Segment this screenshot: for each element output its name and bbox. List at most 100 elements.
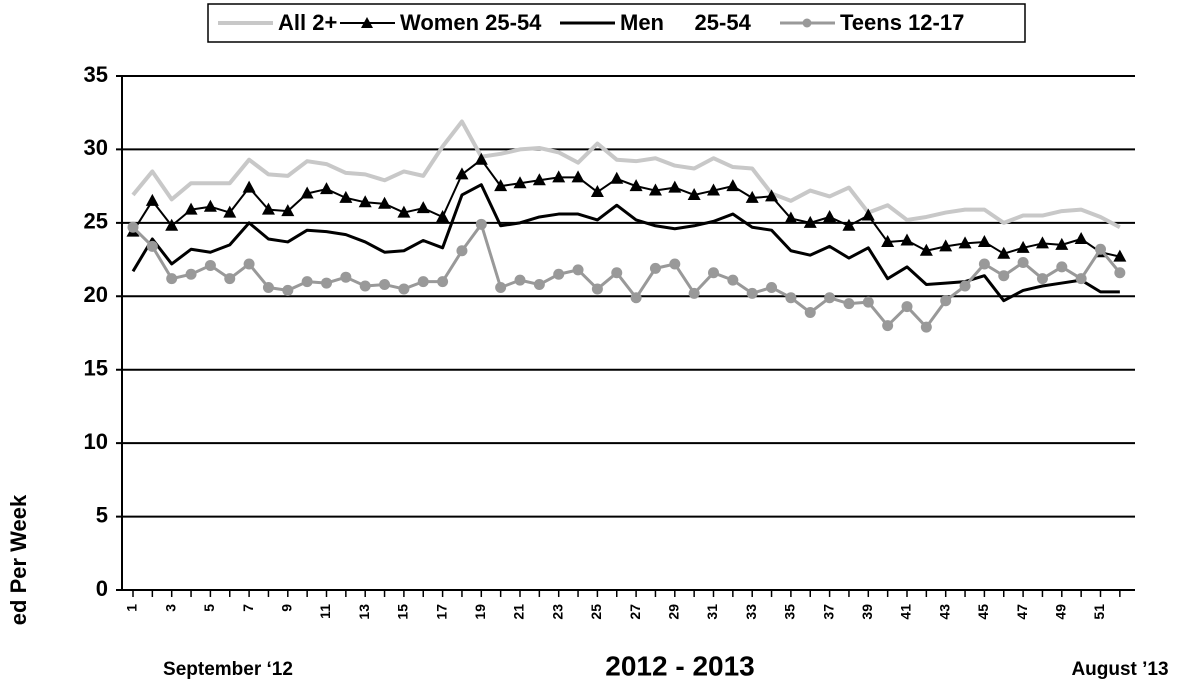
x-start-label: September ‘12 xyxy=(163,659,293,680)
marker xyxy=(572,264,584,276)
x-tick-label: 51 xyxy=(1091,604,1107,620)
marker xyxy=(707,183,720,196)
x-axis-label: 2012 - 2013 xyxy=(605,650,754,681)
y-axis-label: ed Per Week xyxy=(6,494,31,625)
marker xyxy=(765,189,779,202)
series-line xyxy=(132,158,1121,258)
legend-label: All 2+ xyxy=(278,10,337,35)
x-tick-label: 9 xyxy=(279,604,295,612)
marker xyxy=(532,173,546,186)
x-tick-label: 13 xyxy=(356,604,372,620)
series-line xyxy=(131,119,1121,230)
x-tick-label: 1 xyxy=(124,604,140,612)
marker xyxy=(552,170,566,183)
marker xyxy=(919,243,933,256)
marker xyxy=(997,246,1011,259)
marker xyxy=(494,179,508,192)
marker xyxy=(533,279,545,291)
marker xyxy=(804,306,816,318)
x-tick-label: 37 xyxy=(820,604,836,620)
marker xyxy=(223,205,237,218)
x-tick-label: 27 xyxy=(627,604,643,620)
marker xyxy=(746,287,758,299)
marker xyxy=(166,273,178,285)
x-tick-label: 39 xyxy=(859,604,875,620)
x-tick-label: 29 xyxy=(666,604,682,620)
marker xyxy=(1074,232,1088,245)
x-tick-label: 35 xyxy=(782,604,798,620)
marker xyxy=(824,292,836,304)
marker xyxy=(900,233,914,246)
series-line xyxy=(131,222,1122,329)
x-end-label: August ’13 xyxy=(1071,659,1168,680)
x-tick-label: 5 xyxy=(201,604,217,612)
marker xyxy=(146,240,158,252)
marker xyxy=(571,170,585,183)
y-tick-label: 10 xyxy=(84,429,108,454)
marker xyxy=(687,187,701,200)
marker xyxy=(437,276,449,288)
x-tick-label: 11 xyxy=(317,604,333,619)
marker xyxy=(1056,261,1068,273)
marker xyxy=(495,281,507,293)
marker xyxy=(648,183,662,196)
marker xyxy=(185,268,197,280)
marker xyxy=(224,273,236,285)
marker xyxy=(300,186,314,199)
marker xyxy=(1114,267,1126,279)
x-tick-label: 21 xyxy=(511,604,527,620)
marker xyxy=(649,262,661,274)
y-tick-label: 30 xyxy=(84,135,108,160)
marker xyxy=(436,209,450,222)
legend-marker xyxy=(361,17,373,28)
marker xyxy=(630,292,642,304)
y-tick-label: 20 xyxy=(84,282,108,307)
marker xyxy=(455,167,469,180)
marker xyxy=(262,281,274,293)
marker xyxy=(1017,257,1029,269)
x-tick-label: 43 xyxy=(936,604,952,620)
y-tick-label: 15 xyxy=(84,356,108,381)
marker xyxy=(184,202,198,215)
marker xyxy=(475,218,487,230)
marker xyxy=(301,276,313,288)
marker xyxy=(1055,237,1069,250)
marker xyxy=(416,201,430,214)
marker xyxy=(398,283,410,295)
legend-label: Men 25-54 xyxy=(620,10,752,35)
marker xyxy=(261,202,275,215)
x-tick-label: 47 xyxy=(1014,604,1030,620)
marker xyxy=(379,279,391,291)
marker xyxy=(688,287,700,299)
marker xyxy=(842,218,856,231)
marker xyxy=(920,321,932,333)
marker xyxy=(669,258,681,270)
marker xyxy=(359,280,371,292)
marker xyxy=(862,296,874,308)
marker xyxy=(553,268,565,280)
marker xyxy=(745,190,759,203)
marker xyxy=(611,267,623,279)
marker xyxy=(727,274,739,286)
marker xyxy=(397,205,411,218)
x-tick-label: 23 xyxy=(549,604,565,620)
legend-label: Women 25-54 xyxy=(400,10,542,35)
marker xyxy=(590,185,604,198)
marker xyxy=(958,236,972,249)
marker xyxy=(668,180,682,193)
y-tick-label: 0 xyxy=(96,576,108,601)
marker xyxy=(513,176,527,189)
marker xyxy=(591,283,603,295)
marker xyxy=(358,195,372,208)
marker xyxy=(340,271,352,283)
marker xyxy=(1095,243,1106,255)
marker xyxy=(281,204,295,217)
x-tick-label: 7 xyxy=(240,604,256,612)
marker xyxy=(1113,249,1127,262)
marker xyxy=(881,234,895,247)
marker xyxy=(940,295,952,307)
marker xyxy=(378,196,392,209)
x-tick-label: 15 xyxy=(395,604,411,620)
marker xyxy=(203,199,217,212)
